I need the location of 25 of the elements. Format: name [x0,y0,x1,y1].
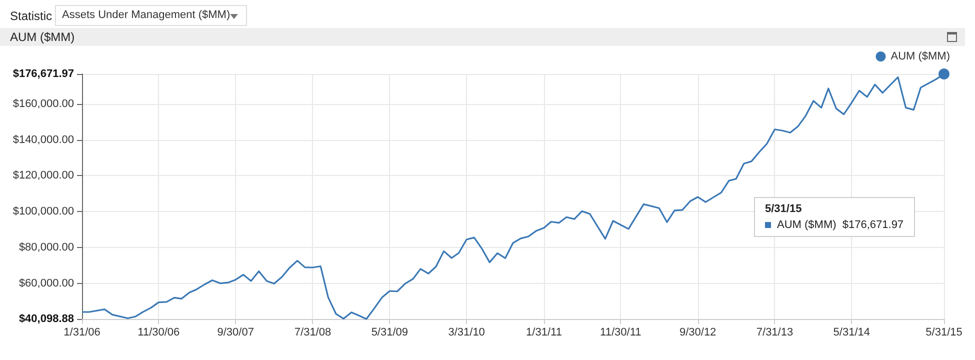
y-tick-label: $80,000.00 [18,241,74,254]
y-tick-label: $60,000.00 [18,277,74,290]
x-tick-label: 3/31/10 [448,326,485,338]
x-tick-label: 1/31/06 [64,326,100,338]
x-tick-label: 5/31/09 [371,326,408,338]
x-tick-label: 1/31/11 [526,326,562,338]
y-tick-label: $160,000.00 [12,98,74,110]
x-tick-label: 11/30/06 [138,326,180,338]
dropdown-field: Assets Under Management ($MM) [55,5,247,26]
y-tick-label: $176,671.97 [12,68,74,80]
x-tick-label: 11/30/11 [600,326,642,338]
y-tick-label: $140,000.00 [12,134,74,146]
annotation: 5/31/15 AUM ($MM) $176,671.97 [765,203,904,231]
x-tick-label: 5/31/15 [926,326,962,338]
legend-label: AUM ($MM) [890,50,950,62]
y-tick-label: $40,098.88 [18,313,74,325]
y-tick-label: $120,000.00 [12,170,74,182]
x-tick-label: 7/31/08 [294,326,332,338]
x-tick-label: 5/31/14 [833,326,870,338]
x-tick-label: 9/30/12 [679,326,716,338]
x-tick-label: 7/31/13 [756,326,794,338]
x-tick-label: 9/30/07 [217,326,254,338]
text: Statistic [10,9,52,23]
chart-title: AUM ($MM) [10,30,75,44]
y-tick-label: $100,000.00 [12,206,74,218]
